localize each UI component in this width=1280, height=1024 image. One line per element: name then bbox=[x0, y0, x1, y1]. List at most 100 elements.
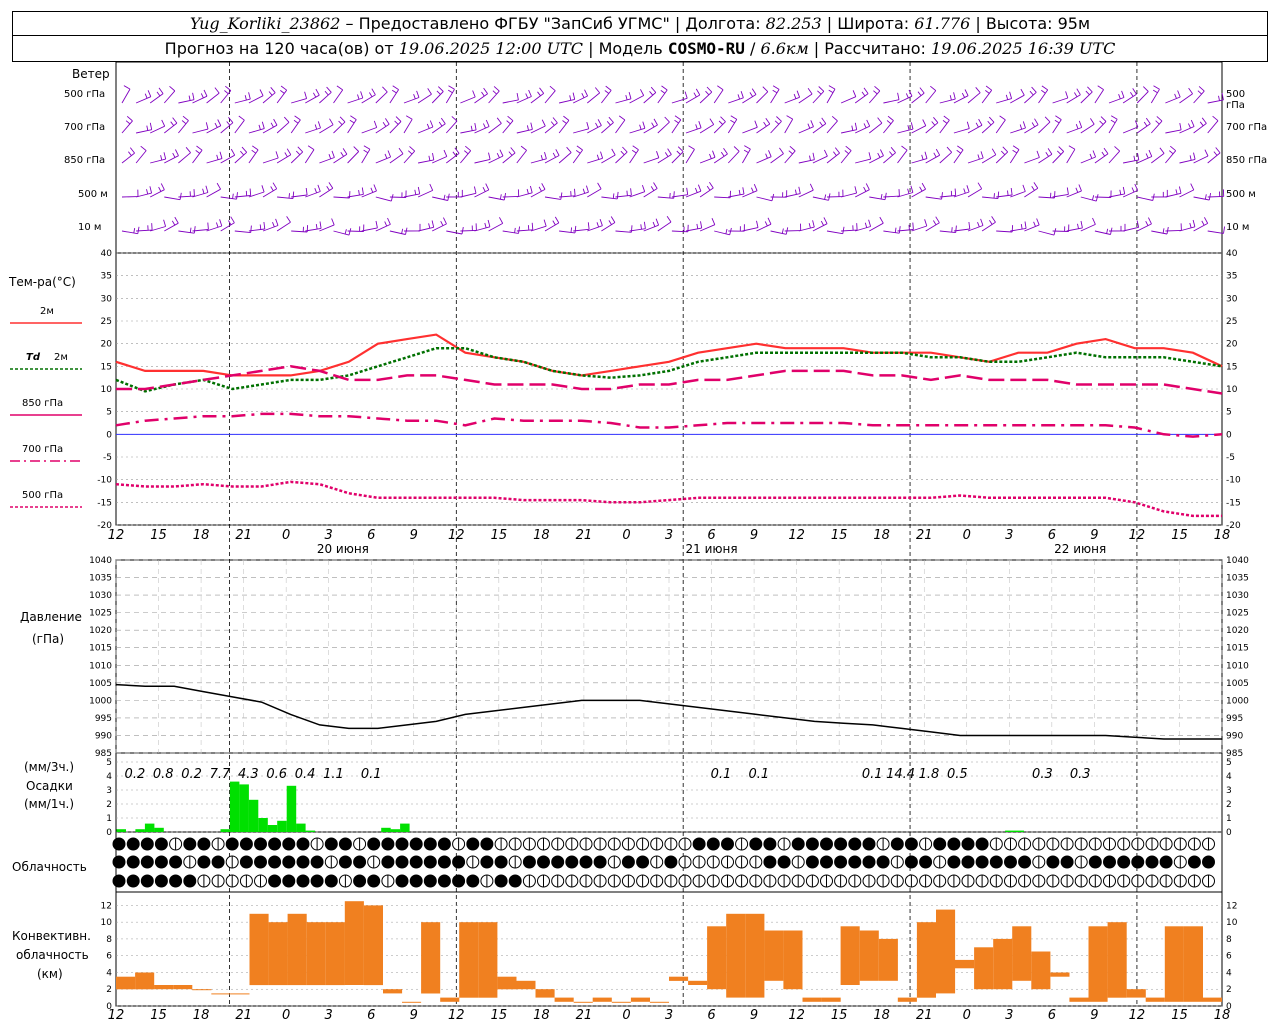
cloud-symbol bbox=[282, 855, 296, 869]
wind-barb-flag bbox=[230, 216, 235, 223]
cloud-circle bbox=[239, 837, 253, 851]
wind-barb-flag bbox=[160, 183, 165, 190]
precip-3h-total: 0.1 bbox=[711, 767, 732, 782]
wind-barb bbox=[699, 224, 715, 232]
wind-barb bbox=[1108, 97, 1125, 104]
x-tick-label-bottom: 15 bbox=[1171, 1008, 1188, 1023]
wind-barb-flag bbox=[569, 95, 572, 101]
wind-barb-flag bbox=[616, 191, 619, 199]
wind-barb bbox=[1123, 159, 1139, 164]
wind-barb-flag bbox=[297, 146, 304, 153]
wind-barb-flag bbox=[1075, 124, 1079, 130]
wind-barb-flag bbox=[1136, 220, 1140, 228]
x-tick-label: 12 bbox=[108, 528, 125, 543]
wind-barb bbox=[657, 221, 672, 232]
precip-3h-total: 0.2 bbox=[125, 767, 146, 782]
cloud-symbol bbox=[126, 855, 140, 869]
wind-barb bbox=[897, 149, 908, 164]
conv-label-2: облачность bbox=[16, 948, 89, 962]
cloud-circle bbox=[112, 874, 126, 888]
cloud-circle bbox=[961, 837, 975, 851]
x-tick-label-bottom: 18 bbox=[533, 1008, 550, 1023]
wind-barb-flag bbox=[147, 90, 152, 97]
wind-barb-flag bbox=[531, 222, 534, 230]
wind-barb bbox=[220, 154, 235, 164]
wind-barb-flag bbox=[1223, 226, 1226, 234]
wind-barb-flag bbox=[737, 94, 741, 100]
wind-barb-flag bbox=[586, 121, 590, 129]
wind-barb-flag bbox=[894, 227, 897, 233]
x-tick-label-bottom: 12 bbox=[788, 1008, 805, 1023]
wind-barb bbox=[121, 88, 131, 104]
cloud-symbol bbox=[791, 855, 805, 869]
wind-barb-flag bbox=[518, 226, 521, 234]
cloud-symbol bbox=[890, 874, 904, 888]
wind-barb-flag bbox=[750, 187, 754, 193]
wind-barb-flag bbox=[259, 89, 264, 96]
wind-barb-flag bbox=[946, 146, 953, 153]
wind-barb-flag bbox=[821, 117, 827, 124]
wind-barb-flag bbox=[987, 120, 992, 126]
wind-barb-flag bbox=[1024, 221, 1027, 229]
series-td-line bbox=[115, 346, 1223, 393]
conv-bar bbox=[1202, 997, 1222, 1002]
conv-bar bbox=[402, 1001, 422, 1003]
cloud-symbol bbox=[452, 837, 466, 851]
cloud-circle bbox=[933, 837, 947, 851]
wind-barb-flag bbox=[1033, 182, 1039, 189]
wind-barb-flag bbox=[1055, 115, 1062, 120]
cloud-symbol bbox=[1060, 874, 1074, 888]
wind-barb-flag bbox=[605, 85, 612, 91]
wind-barb-flag bbox=[470, 125, 473, 131]
pressure-tick-left: 1005 bbox=[89, 679, 112, 689]
wind-barb-flag bbox=[599, 218, 603, 226]
wind-barb-flag bbox=[414, 189, 417, 195]
wind-level-700hpa: 700 гПа bbox=[64, 122, 106, 133]
wind-barb-flag bbox=[865, 183, 870, 190]
wind-level-500m-right: 500 м bbox=[1226, 189, 1256, 200]
wind-barb-flag bbox=[744, 145, 751, 150]
cloud-circle bbox=[437, 855, 451, 869]
wind-barb bbox=[206, 92, 220, 104]
wind-barb-flag bbox=[677, 146, 684, 153]
wind-barb bbox=[713, 89, 724, 104]
cloud-circle bbox=[777, 855, 791, 869]
conv-bar bbox=[230, 993, 250, 995]
wind-barb bbox=[361, 227, 378, 232]
wind-barb bbox=[305, 94, 320, 104]
wind-barb bbox=[798, 93, 813, 104]
wind-barb bbox=[418, 159, 434, 164]
cloud-symbol bbox=[367, 837, 381, 851]
wind-barb-flag bbox=[828, 89, 834, 93]
wind-barb bbox=[671, 151, 684, 164]
wind-barb bbox=[149, 189, 165, 198]
wind-barb-flag bbox=[436, 90, 441, 95]
cloud-circle bbox=[140, 874, 154, 888]
wind-barb bbox=[164, 222, 179, 232]
wind-barb bbox=[262, 225, 279, 232]
wind-barb bbox=[206, 125, 222, 134]
cloud-circle bbox=[820, 855, 833, 869]
cloud-circle bbox=[154, 855, 168, 869]
pressure-tick-right: 990 bbox=[1226, 731, 1243, 741]
conv-bar bbox=[192, 989, 212, 991]
conv-bar bbox=[707, 926, 727, 990]
cloud-symbol bbox=[1018, 874, 1032, 888]
wind-barb bbox=[291, 98, 307, 104]
cloud-symbol bbox=[777, 837, 791, 851]
wind-barb-flag bbox=[537, 91, 541, 97]
wind-barb bbox=[502, 230, 519, 234]
wind-barb-flag bbox=[844, 150, 849, 155]
wind-barb-flag bbox=[482, 123, 486, 129]
wind-barb bbox=[756, 156, 772, 164]
wind-barb-flag bbox=[686, 187, 689, 195]
cloud-symbol bbox=[593, 855, 607, 869]
cloud-symbol bbox=[239, 855, 253, 869]
cloud-circle bbox=[395, 837, 409, 851]
wind-barb bbox=[558, 120, 570, 134]
cloud-symbol bbox=[1032, 874, 1046, 888]
cloud-symbol bbox=[749, 855, 763, 869]
wind-barb bbox=[361, 190, 377, 198]
cloud-circle bbox=[409, 837, 423, 851]
cloud-circle bbox=[904, 837, 918, 851]
